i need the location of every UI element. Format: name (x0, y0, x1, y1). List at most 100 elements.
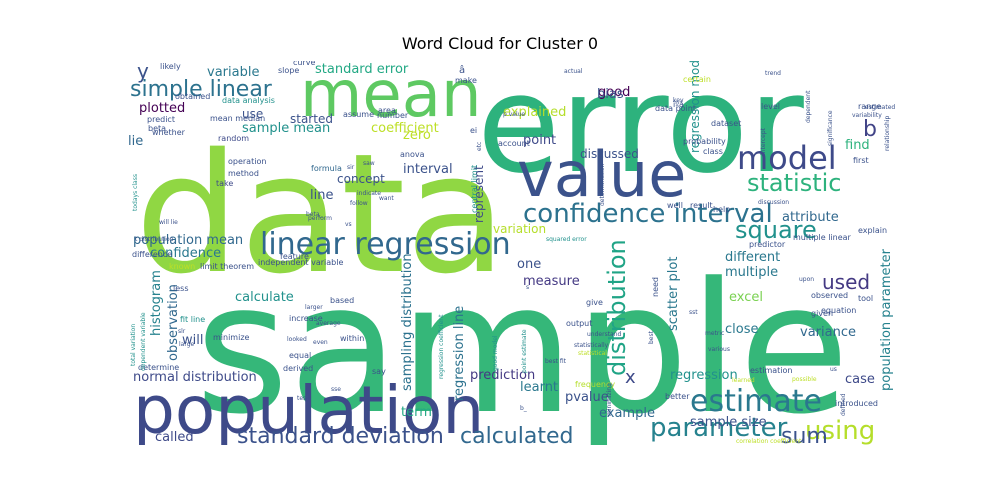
word-frequency: frequency (575, 380, 615, 389)
word-random: random (218, 134, 249, 143)
word-started: started (290, 112, 333, 126)
word-derived: derived (283, 364, 313, 373)
word-learnt: learnt (520, 380, 558, 395)
word-us: us (830, 366, 837, 373)
word-significance: significance (827, 110, 834, 146)
word-p-value: p value (503, 111, 525, 118)
word-predictor: predictor (749, 240, 786, 249)
word-explained: explained (503, 105, 566, 120)
word-introduced: introduced (835, 399, 878, 408)
word-data: data (135, 118, 507, 310)
word-normal-distribution: normal distribution (133, 370, 257, 385)
word-take: take (216, 179, 233, 188)
word-confidence: confidence (150, 246, 221, 261)
word-correlation-coefficient: correlation coefficient (736, 438, 802, 445)
word-equation: equation (821, 306, 856, 315)
word-error: error (477, 61, 804, 203)
word-determine: determine (138, 363, 179, 372)
word-perform: perform (308, 215, 332, 222)
word-level: level (761, 102, 780, 111)
word-regression-model: regression model (688, 61, 702, 153)
word-various: various (708, 346, 730, 353)
word-glyph: â (459, 64, 465, 76)
word-variation: variation (493, 222, 546, 236)
word-regression-line: regression line (452, 306, 467, 401)
word-point-estimate: point estimate (521, 329, 528, 373)
word-sampling-distribution: sampling distribution (400, 253, 415, 391)
word-tool: tool (858, 294, 873, 303)
word-use: use (242, 107, 263, 121)
word-estimated: estimated (865, 104, 895, 111)
word-parameter: parameter (650, 413, 788, 443)
word-determination: determination (599, 163, 606, 206)
word-observation: observation (166, 284, 181, 361)
word-s: s (526, 284, 529, 291)
word-probability: probability (683, 137, 726, 146)
word-output: output (566, 319, 592, 328)
word-average: average (316, 320, 341, 327)
word-confidence-interval: confidence interval (523, 199, 773, 229)
word-curve: curve (293, 61, 315, 67)
word-minimize: minimize (213, 333, 250, 342)
word-fit-line: fit line (180, 315, 205, 324)
word-equal: equal (289, 351, 311, 360)
word-excel: excel (729, 290, 763, 305)
word-scatter-plot: scatter plot (666, 257, 681, 331)
word-relationship: relationship (884, 116, 891, 151)
word-central-limit: central limit (470, 165, 479, 213)
word-will: will (182, 333, 203, 348)
word-term: term (401, 405, 432, 420)
word-cloud-canvas: sampledataerrorpopulationmeanvaluelinear… (128, 61, 895, 445)
word-mean-median: mean median (210, 114, 265, 123)
word-want: want (379, 195, 394, 202)
word-represent: represent (472, 165, 486, 223)
word-intercept: intercept (760, 127, 767, 155)
word-statistic: statistic (747, 169, 841, 197)
word-close: close (725, 322, 758, 337)
word-predict: predict (147, 115, 175, 124)
word-case: case (845, 372, 875, 387)
word-whether: whether (152, 128, 186, 137)
word-follow: follow (350, 200, 368, 207)
word-sum: sum (781, 424, 828, 445)
word-etc: etc (476, 142, 483, 151)
word-difference: difference (132, 250, 172, 259)
word-data-analysis: data analysis (222, 96, 275, 105)
word-learned: learned (732, 377, 755, 384)
word-understand: understand (587, 331, 622, 338)
word-variability: variability (852, 112, 882, 119)
word-make: make (455, 76, 477, 85)
word-histogram: histogram (149, 270, 164, 336)
word-give: give (586, 298, 603, 307)
word-attribute: attribute (782, 210, 839, 225)
word-multiple-linear: multiple linear (793, 233, 852, 242)
word-help: help (713, 205, 730, 214)
word-b: b_ (520, 405, 528, 412)
word-good: good (598, 85, 630, 100)
word-even: even (313, 339, 328, 346)
word-model: model (737, 139, 837, 177)
word-statistical: statistical (578, 350, 607, 357)
word-result: result (690, 201, 713, 210)
word-best: best (648, 330, 655, 344)
word-concept: concept (337, 172, 385, 186)
word-regression: regression (670, 368, 738, 383)
word-need: need (651, 277, 660, 297)
word-sample-mean: sample mean (242, 121, 330, 136)
word-given: given (811, 309, 833, 318)
word-explain: explain (858, 226, 887, 235)
word-better: better (665, 392, 690, 401)
word-looked: looked (287, 336, 307, 343)
word-observed: observed (811, 291, 848, 300)
word-statistically: statistically (574, 342, 609, 349)
word-discussion: discussion (758, 199, 789, 206)
word-first: first (853, 156, 869, 165)
word-feature: feature (280, 252, 309, 261)
word-b: b (863, 117, 877, 142)
word-simple-linear: simple linear (130, 77, 273, 102)
word-best-fit: best fit (545, 358, 567, 365)
word-variable: variable (207, 65, 259, 80)
word-dependent-variable: dependent variable (140, 312, 147, 371)
word-limit-theorem: limit theorem (200, 262, 254, 271)
word-well: well (667, 201, 683, 210)
